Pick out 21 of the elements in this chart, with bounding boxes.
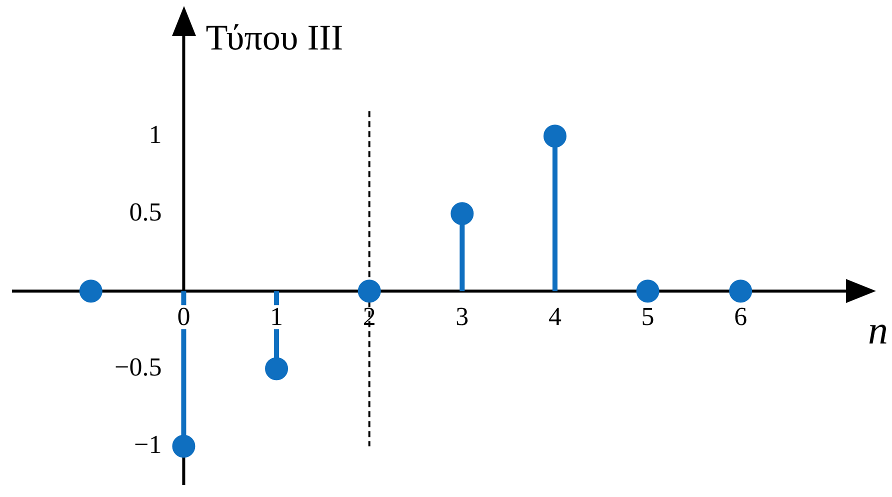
x-tick-label: 3 (456, 302, 469, 331)
x-tick-label: 1 (270, 302, 284, 331)
point (358, 280, 381, 303)
x-tick-label: 2 (362, 302, 376, 331)
y-tick-label: −1 (134, 430, 162, 460)
x-tick-label: 0 (177, 302, 190, 331)
point (172, 434, 196, 458)
x-tick-label: 6 (734, 302, 748, 331)
y-tick-label: 0.5 (129, 197, 162, 226)
point (636, 280, 660, 303)
y-tick-label: −0.5 (114, 352, 162, 382)
point (729, 280, 752, 303)
y-axis-title: Τύπου III (206, 17, 344, 58)
x-axis-title: n (868, 308, 888, 353)
point (79, 280, 102, 303)
point (543, 124, 566, 148)
point (265, 357, 288, 380)
point (450, 202, 474, 226)
x-tick-label: 4 (548, 302, 562, 331)
x-tick-label: 5 (641, 302, 654, 331)
y-tick-label: 1 (148, 120, 162, 149)
